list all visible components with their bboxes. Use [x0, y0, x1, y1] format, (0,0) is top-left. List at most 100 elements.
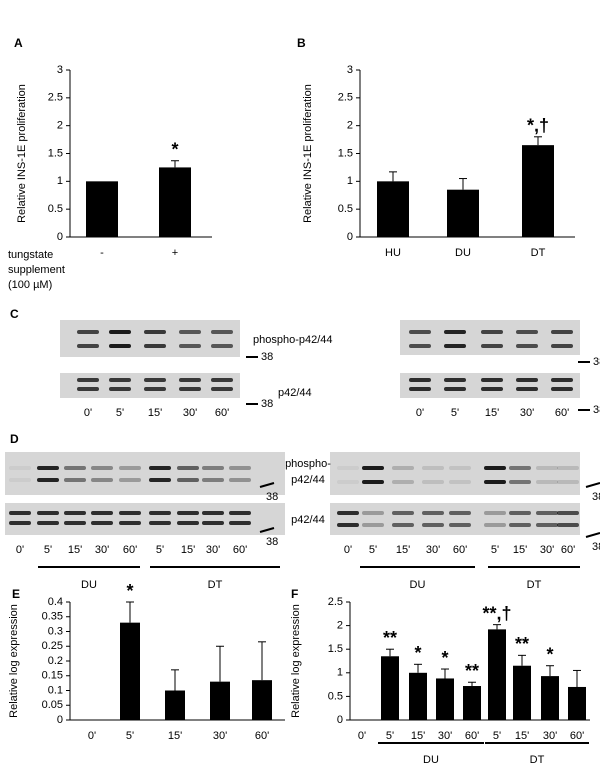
bar [568, 686, 586, 720]
band [422, 466, 444, 470]
x-tick-label: 30' [213, 730, 227, 742]
y-tick-label: 1.5 [338, 147, 353, 159]
blot [400, 373, 580, 398]
band [119, 478, 141, 482]
bar [463, 686, 481, 720]
marker-label: 38 [592, 541, 600, 553]
bar [381, 656, 399, 720]
time-label: 15' [68, 544, 82, 556]
panel-label: C [10, 307, 19, 321]
time-label: 60' [123, 544, 137, 556]
band [229, 511, 251, 515]
marker-label: 38 [266, 491, 278, 503]
time-label: 15' [181, 544, 195, 556]
marker-label: 38 [261, 398, 273, 410]
y-axis-label: Relative log expression [8, 604, 20, 718]
marker-tick [259, 527, 275, 533]
bar [541, 676, 559, 720]
band [64, 511, 86, 515]
band [362, 466, 384, 470]
group-label: DU [81, 579, 97, 591]
band [484, 480, 506, 484]
time-label: 5' [116, 407, 124, 419]
band [481, 378, 503, 382]
time-label: 5' [451, 407, 459, 419]
panel-label: A [14, 36, 23, 50]
significance: **,† [482, 603, 511, 623]
y-tick-label: 3 [347, 64, 353, 76]
x-tick-label: 60' [570, 730, 584, 742]
panel-label: F [291, 587, 298, 601]
x-tick-label: 60' [255, 730, 269, 742]
band [9, 478, 31, 482]
significance: * [171, 139, 178, 159]
y-tick-label: 0.1 [48, 684, 63, 696]
y-tick-label: 0.35 [42, 611, 63, 623]
time-label: 30' [206, 544, 220, 556]
band [179, 330, 201, 334]
group-label: DU [423, 754, 439, 766]
band [409, 344, 431, 348]
band [536, 523, 558, 527]
y-tick-label: 0.2 [48, 655, 63, 667]
band [392, 523, 414, 527]
band [362, 480, 384, 484]
band [557, 511, 579, 515]
band [177, 521, 199, 525]
bar [488, 629, 506, 720]
blot-label: phospho- [285, 458, 331, 470]
band [392, 466, 414, 470]
blot-label: p42/44 [291, 514, 325, 526]
band [444, 378, 466, 382]
bar [436, 678, 454, 720]
blot [5, 452, 285, 495]
x-axis-label: tungstate [8, 249, 53, 261]
time-label: 0' [416, 407, 424, 419]
band [144, 344, 166, 348]
x-tick-label: 60' [465, 730, 479, 742]
panel-label: E [12, 587, 20, 601]
y-axis-label: Relative INS-1E proliferation [16, 84, 28, 223]
group-label: DT [527, 579, 542, 591]
x-tick-label: + [172, 247, 178, 259]
bar [165, 690, 185, 720]
band [516, 330, 538, 334]
band [77, 378, 99, 382]
band [409, 387, 431, 391]
marker-label: 38 [593, 404, 600, 416]
bar [409, 672, 427, 720]
time-label: 0' [344, 544, 352, 556]
band [144, 387, 166, 391]
time-label: 30' [95, 544, 109, 556]
band [211, 344, 233, 348]
band [144, 378, 166, 382]
band [362, 511, 384, 515]
time-label: 30' [520, 407, 534, 419]
y-tick-label: 2.5 [338, 92, 353, 104]
band [91, 478, 113, 482]
band [516, 344, 538, 348]
band [481, 387, 503, 391]
band [509, 480, 531, 484]
x-tick-label: 0' [88, 730, 96, 742]
band [37, 466, 59, 470]
blot-label: p42/44 [291, 474, 325, 486]
marker-label: 38 [266, 536, 278, 548]
time-label: 0' [16, 544, 24, 556]
group-label: DT [208, 579, 223, 591]
blot [330, 452, 580, 495]
blot [400, 320, 580, 355]
x-axis-label: supplement [8, 264, 65, 276]
time-label: 15' [148, 407, 162, 419]
y-tick-label: 0 [57, 231, 63, 243]
band [444, 344, 466, 348]
blot [330, 503, 580, 535]
y-tick-label: 0.4 [48, 596, 63, 608]
band [144, 330, 166, 334]
x-tick-label: 30' [543, 730, 557, 742]
y-tick-label: 0 [347, 231, 353, 243]
band [149, 466, 171, 470]
time-label: 5' [369, 544, 377, 556]
x-tick-label: - [100, 247, 104, 259]
